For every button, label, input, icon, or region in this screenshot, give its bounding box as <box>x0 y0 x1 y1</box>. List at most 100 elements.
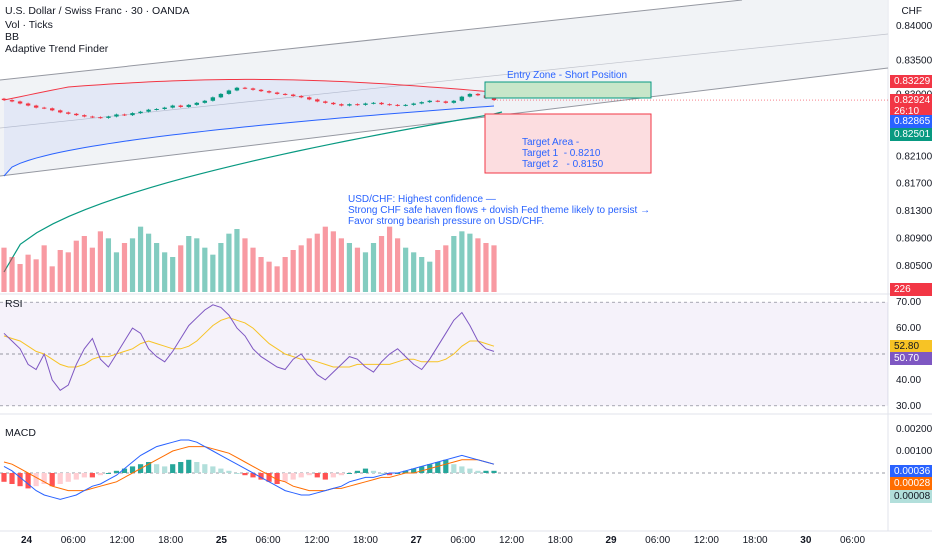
macd-hist-bar <box>41 473 47 484</box>
candle-body <box>138 111 143 114</box>
macd-hist-bar <box>338 473 344 476</box>
candle-body <box>355 104 360 106</box>
macd-tick-label: 0.00200 <box>896 424 932 435</box>
rsi-tick-label: 70.00 <box>896 297 921 308</box>
volume-bar <box>113 252 120 292</box>
macd-hist-bar <box>178 462 184 473</box>
candle-body <box>403 104 408 106</box>
macd-hist-bar <box>65 473 71 482</box>
macd-hist-bar <box>170 464 176 473</box>
candle-body <box>443 101 449 103</box>
symbol-title[interactable]: U.S. Dollar / Swiss Franc · 30 · OANDA <box>5 5 190 17</box>
candle-body <box>178 105 183 107</box>
candle-body <box>387 104 392 106</box>
candle-body <box>371 102 376 104</box>
candle-body <box>451 100 457 103</box>
volume-bar <box>443 245 449 292</box>
macd-hist-bar <box>354 470 361 473</box>
volume-bar <box>89 247 95 292</box>
macd-hist-bar <box>258 473 264 480</box>
macd-hist-bar <box>81 473 87 478</box>
volume-bar <box>33 259 39 292</box>
volume-bar <box>9 257 15 292</box>
time-day-label: 25 <box>216 535 228 546</box>
rsi-tick-label: 30.00 <box>896 401 921 412</box>
trend-channel-lower <box>0 67 889 177</box>
indicator-volume[interactable]: Vol · Ticks <box>5 19 53 31</box>
macd-value-tag: 0.00008 <box>890 490 932 503</box>
candle-body <box>242 87 248 89</box>
time-day-label: 30 <box>800 535 812 546</box>
time-tick-label: 12:00 <box>694 535 719 546</box>
price-tag: 226 <box>890 283 932 296</box>
macd-hist-bar <box>73 473 79 480</box>
macd-hist-bar <box>105 473 112 474</box>
rsi-value-tag: 50.70 <box>890 352 932 365</box>
volume-bar <box>435 250 441 292</box>
macd-hist-bar <box>129 466 136 473</box>
volume-bar <box>194 238 200 292</box>
price-tick-label: 0.80500 <box>896 261 932 272</box>
time-tick-label: 06:00 <box>450 535 475 546</box>
macd-hist-bar <box>89 473 95 478</box>
candle-body <box>315 99 320 102</box>
time-tick-label: 18:00 <box>548 535 573 546</box>
time-tick-label: 12:00 <box>304 535 329 546</box>
target-area-label[interactable]: Target Area - Target 1 - 0.8210 Target 2… <box>522 137 604 170</box>
rsi-line <box>3 304 495 391</box>
volume-bar <box>330 231 336 292</box>
volume-bar <box>483 243 489 292</box>
volume-bar <box>210 254 216 292</box>
time-tick-label: 18:00 <box>353 535 378 546</box>
macd-hist-bar <box>113 470 120 473</box>
macd-hist-bar <box>459 466 465 473</box>
macd-hist-bar <box>25 473 31 489</box>
candle-body <box>9 100 15 102</box>
volume-bar <box>411 252 417 292</box>
macd-hist-bar <box>411 468 417 473</box>
entry-zone-label[interactable]: Entry Zone - Short Position <box>507 70 628 81</box>
candle-body <box>347 104 352 106</box>
time-tick-label: 06:00 <box>645 535 670 546</box>
currency-label[interactable]: CHF <box>901 6 922 17</box>
indicator-bb[interactable]: BB <box>5 31 20 43</box>
volume-bar <box>81 236 87 292</box>
candle-body <box>427 100 432 103</box>
volume-bar <box>1 247 7 292</box>
macd-hist-bar <box>250 473 256 478</box>
macd-value-tag: 0.00036 <box>890 465 932 478</box>
price-tick-label: 0.84000 <box>896 21 932 32</box>
candle-body <box>49 108 55 111</box>
macd-hist-bar <box>362 468 369 473</box>
volume-bar <box>346 243 353 292</box>
rsi-pane-label: RSI <box>5 298 23 310</box>
macd-hist-bar <box>194 462 200 473</box>
volume-bar <box>25 254 31 292</box>
bb-basis-line <box>3 105 495 177</box>
volume-bar <box>419 257 425 292</box>
rsi-ma-line <box>3 317 495 368</box>
volume-bar <box>137 226 144 292</box>
macd-hist-bar <box>17 473 23 487</box>
price-tick-label: 0.80900 <box>896 234 932 245</box>
indicator-trend-finder[interactable]: Adaptive Trend Finder <box>5 43 109 55</box>
candle-body <box>475 93 481 96</box>
volume-bar <box>41 245 47 292</box>
candle-body <box>130 113 135 116</box>
commentary-text[interactable]: USD/CHF: Highest confidence — Strong CHF… <box>348 194 651 227</box>
candle-body <box>98 117 103 119</box>
volume-bar <box>298 245 304 292</box>
macd-hist-bar <box>298 473 304 478</box>
volume-bar <box>49 266 55 292</box>
time-tick-label: 06:00 <box>840 535 865 546</box>
macd-hist-bar <box>266 473 272 482</box>
volume-bar <box>314 233 320 292</box>
candle-body <box>419 102 424 104</box>
price-tick-label: 0.83500 <box>896 55 932 66</box>
volume-bar <box>362 252 369 292</box>
time-day-label: 29 <box>605 535 617 546</box>
volume-bar <box>427 261 433 292</box>
volume-bar <box>57 250 63 292</box>
macd-hist-bar <box>378 473 385 474</box>
